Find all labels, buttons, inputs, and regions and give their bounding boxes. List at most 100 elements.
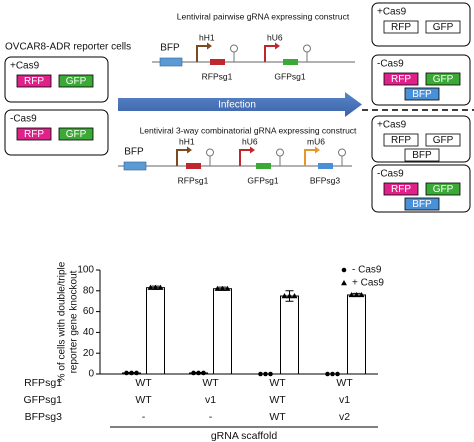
box-label: -Cas9	[377, 169, 404, 180]
box-label: +Cas9	[10, 61, 40, 72]
row-label: RFPsg1	[24, 377, 62, 389]
marker	[147, 284, 154, 290]
table-cell: v1	[205, 394, 216, 406]
chip-label: RFP	[391, 22, 411, 33]
table-cell: WT	[269, 394, 286, 406]
marker	[219, 285, 226, 291]
guide	[210, 59, 225, 65]
hairpin-loop	[338, 148, 346, 157]
chip	[404, 197, 440, 211]
promoter-label: hH1	[199, 32, 215, 42]
bfp-gene	[123, 161, 147, 171]
marker	[196, 370, 201, 376]
bar	[280, 295, 299, 375]
marker	[258, 371, 263, 377]
table-cell: -	[209, 411, 213, 423]
chip	[425, 20, 461, 34]
cell-box	[371, 2, 471, 47]
marker	[353, 291, 360, 298]
chip-label: GFP	[433, 135, 454, 146]
guide	[186, 163, 201, 169]
bfp-label: BFP	[124, 147, 144, 158]
bar	[347, 294, 366, 375]
promoter-arrow	[264, 45, 275, 62]
chip-label: GFP	[433, 22, 454, 33]
y-tick-label: 20	[83, 348, 95, 359]
hairpin-loop	[206, 148, 214, 157]
marker	[341, 280, 347, 286]
table-cell: WT	[202, 377, 219, 389]
marker	[335, 371, 340, 377]
chip	[58, 127, 94, 141]
cell-box	[371, 54, 471, 106]
promoter-arrowhead	[187, 146, 192, 154]
chip	[383, 182, 419, 196]
marker	[201, 370, 206, 376]
marker	[263, 371, 268, 377]
table-cell: WT	[135, 394, 152, 406]
promoter-arrowhead	[275, 42, 280, 50]
promoter-arrow	[304, 149, 315, 166]
chip	[383, 133, 419, 147]
arrow-label: Infection	[218, 100, 256, 111]
marker	[134, 370, 139, 376]
promoter-label: hU6	[267, 32, 283, 42]
chip	[383, 20, 419, 34]
cell-box	[4, 109, 109, 156]
chip-label: RFP	[24, 76, 44, 87]
chip	[425, 182, 461, 196]
promoter-label: hU6	[242, 136, 258, 146]
box-label: +Cas9	[377, 120, 407, 131]
marker	[358, 291, 365, 298]
legend-label: - Cas9	[352, 265, 382, 276]
promoter-arrow	[176, 149, 187, 166]
chip	[16, 127, 52, 141]
construct-title: Lentiviral 3-way combinatorial gRNA expr…	[140, 125, 357, 135]
marker	[330, 371, 335, 377]
cell-box	[371, 115, 471, 163]
cell-box	[4, 56, 109, 103]
chip-label: BFP	[412, 150, 432, 161]
box-label: -Cas9	[377, 59, 404, 70]
marker	[268, 371, 273, 377]
table-cell: v1	[339, 394, 350, 406]
chip	[58, 74, 94, 88]
chip	[383, 72, 419, 86]
y-axis-label: reporter gene knockout	[69, 270, 80, 373]
promoter-label: hH1	[179, 136, 195, 146]
y-tick-label: 0	[88, 369, 94, 380]
row-label: GFPsg1	[23, 394, 62, 406]
y-tick-label: 40	[83, 327, 95, 338]
marker	[129, 370, 134, 376]
marker	[224, 285, 231, 291]
promoter-arrow	[239, 149, 250, 166]
chip-label: RFP	[24, 129, 44, 140]
marker	[341, 267, 347, 273]
chip-label: RFP	[391, 184, 411, 195]
chip	[404, 148, 440, 162]
bar	[146, 287, 165, 375]
hairpin-loop	[303, 44, 311, 53]
promoter-arrowhead	[207, 42, 212, 50]
chip	[16, 74, 52, 88]
marker	[157, 284, 164, 290]
table-cell: WT	[269, 411, 286, 423]
guide	[318, 163, 333, 169]
chip	[425, 133, 461, 147]
chip-label: GFP	[66, 129, 87, 140]
marker	[348, 291, 355, 298]
chip-label: GFP	[433, 74, 454, 85]
bfp-label: BFP	[160, 43, 180, 54]
bar	[213, 288, 232, 375]
guide-label: RFPsg1	[202, 71, 233, 81]
chip	[425, 72, 461, 86]
marker	[281, 293, 288, 299]
marker	[214, 285, 221, 291]
marker	[325, 371, 330, 377]
promoter-arrowhead	[315, 146, 320, 154]
table-cell: v2	[339, 411, 350, 423]
marker	[152, 284, 159, 290]
promoter-arrow	[196, 45, 207, 62]
guide-label: GFPsg1	[274, 71, 305, 81]
marker	[291, 293, 298, 299]
